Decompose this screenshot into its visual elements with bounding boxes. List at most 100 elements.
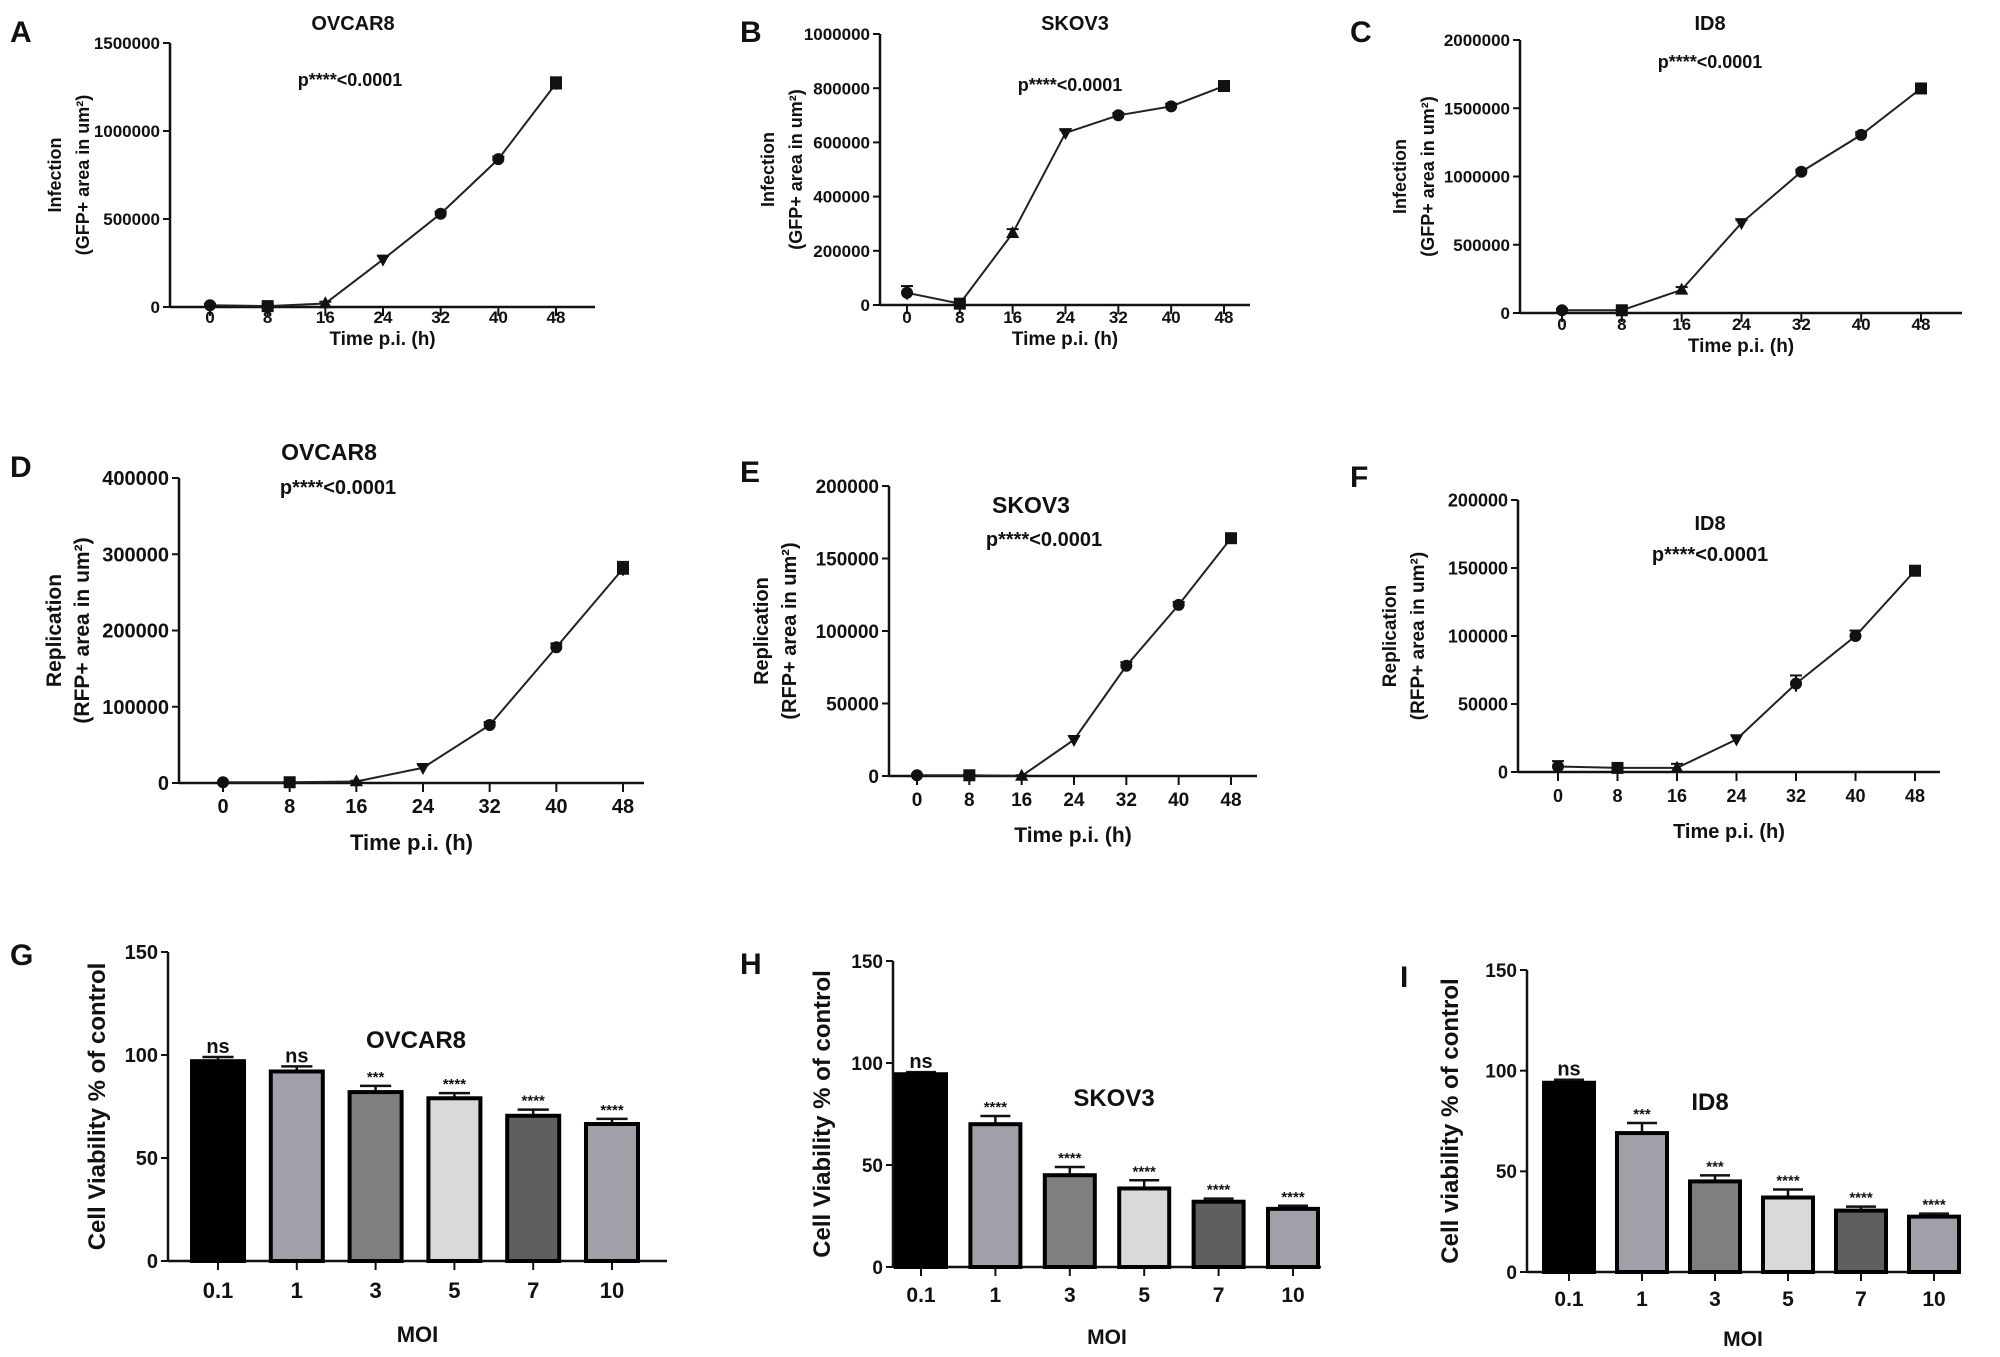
x-tick-label: 1 — [291, 1278, 303, 1303]
significance-label: ns — [285, 1045, 308, 1067]
y-tick-label: 150000 — [1448, 558, 1508, 578]
p-value-annotation: p****<0.0001 — [986, 529, 1102, 551]
data-point — [617, 562, 629, 575]
x-axis-label: Time p.i. (h) — [1673, 821, 1785, 843]
chart-title: OVCAR8 — [281, 439, 377, 465]
data-point — [1120, 659, 1133, 672]
panel-e: E SKOV3 p****<0.0001 0 50000 100000 150000 2000… — [740, 456, 1257, 847]
x-tick-label: 0.1 — [906, 1284, 936, 1307]
x-tick-label: 7 — [527, 1278, 539, 1303]
y-tick-label: 50 — [862, 1156, 883, 1177]
y-tick-label: 100000 — [1448, 626, 1508, 646]
y-axis-label: Replication — [1380, 585, 1401, 687]
significance-label: **** — [1281, 1189, 1305, 1206]
x-axis-label: Time p.i. (h) — [329, 329, 435, 350]
panel-letter: B — [740, 16, 762, 49]
y-tick-label: 2000000 — [1444, 31, 1510, 50]
y-axis-label: Cell Viability % of control — [84, 963, 111, 1251]
x-tick-label: 16 — [316, 308, 335, 327]
bar — [1688, 1179, 1742, 1275]
y-axis-label: Cell Viability % of control — [809, 970, 836, 1258]
x-tick-label: 8 — [955, 308, 964, 327]
y-tick-label: 1000000 — [1444, 168, 1510, 187]
significance-label: ns — [909, 1051, 932, 1073]
data-point — [1795, 165, 1808, 178]
y-tick-label: 100000 — [816, 622, 879, 643]
x-tick-label: 24 — [374, 308, 393, 327]
panel-letter: D — [10, 451, 32, 484]
y-axis-label: (GFP+ area in um²) — [73, 95, 93, 256]
data-point — [1729, 734, 1744, 747]
data-point — [1058, 128, 1073, 141]
x-tick-label: 32 — [1786, 786, 1806, 806]
significance-label: ns — [1557, 1059, 1580, 1081]
bar — [1191, 1199, 1246, 1269]
y-tick-label: 0 — [861, 296, 870, 315]
x-tick-label: 7 — [1855, 1288, 1867, 1311]
chart-title: OVCAR8 — [366, 1027, 466, 1054]
p-value-annotation: p****<0.0001 — [298, 70, 403, 90]
x-tick-label: 8 — [1617, 315, 1626, 334]
bar — [1834, 1208, 1888, 1275]
y-tick-label: 50 — [1496, 1162, 1517, 1183]
y-tick-label: 0 — [872, 1258, 883, 1279]
p-value-annotation: p****<0.0001 — [280, 477, 396, 499]
panel-c: C ID8 p****<0.0001 0 500000 1000000 1500000 200… — [1350, 13, 1962, 357]
panel-letter: I — [1400, 961, 1408, 994]
bar — [1907, 1214, 1961, 1274]
data-point — [283, 776, 296, 789]
series-line — [906, 85, 1225, 305]
bar — [894, 1072, 948, 1269]
bar — [426, 1096, 483, 1264]
x-tick-label: 32 — [479, 796, 501, 818]
y-tick-label: 100000 — [102, 697, 169, 719]
y-tick-label: 1000000 — [804, 25, 870, 44]
y-tick-label: 150000 — [816, 549, 879, 570]
y-tick-label: 1500000 — [1444, 99, 1510, 118]
y-tick-label: 200000 — [102, 621, 169, 643]
data-point — [376, 254, 390, 267]
x-tick-label: 10 — [1922, 1288, 1945, 1311]
x-axis-label: MOI — [397, 1322, 439, 1347]
data-point — [261, 300, 274, 313]
y-tick-label: 0 — [1498, 762, 1508, 782]
significance-label: **** — [1133, 1163, 1157, 1180]
y-tick-label: 200000 — [813, 242, 870, 261]
data-point — [1675, 282, 1689, 295]
x-tick-label: 32 — [1792, 315, 1811, 334]
y-tick-label: 200000 — [1448, 490, 1508, 510]
y-tick-label: 50000 — [826, 694, 879, 715]
data-point — [1015, 768, 1029, 781]
x-tick-label: 0 — [912, 790, 923, 811]
data-point — [1218, 80, 1230, 93]
panel-letter: F — [1350, 461, 1368, 494]
data-point — [1855, 128, 1868, 141]
bar — [1117, 1186, 1172, 1269]
y-axis-label: Infection — [45, 138, 65, 213]
significance-label: *** — [367, 1069, 385, 1086]
p-value-annotation: p****<0.0001 — [1658, 52, 1763, 72]
x-tick-label: 24 — [1063, 790, 1085, 811]
data-point — [483, 719, 496, 732]
data-point — [550, 77, 562, 90]
chart-title: SKOV3 — [992, 492, 1070, 518]
y-tick-label: 0 — [151, 298, 160, 317]
x-tick-label: 0 — [205, 308, 214, 327]
x-axis-label: Time p.i. (h) — [1012, 329, 1118, 350]
bar — [190, 1059, 246, 1264]
data-point — [1611, 761, 1624, 774]
data-point — [1556, 304, 1568, 317]
data-point — [204, 299, 216, 312]
y-tick-label: 0 — [147, 1251, 158, 1273]
x-tick-label: 16 — [1667, 786, 1687, 806]
y-tick-label: 0 — [1501, 304, 1510, 323]
x-tick-label: 40 — [545, 796, 567, 818]
y-axis-label: Replication — [43, 574, 66, 687]
data-point — [1615, 304, 1628, 317]
bar — [1615, 1131, 1669, 1274]
x-tick-label: 8 — [1612, 786, 1622, 806]
x-tick-label: 48 — [1215, 308, 1234, 327]
x-tick-label: 24 — [412, 796, 435, 818]
x-axis-label: Time p.i. (h) — [1014, 824, 1131, 847]
